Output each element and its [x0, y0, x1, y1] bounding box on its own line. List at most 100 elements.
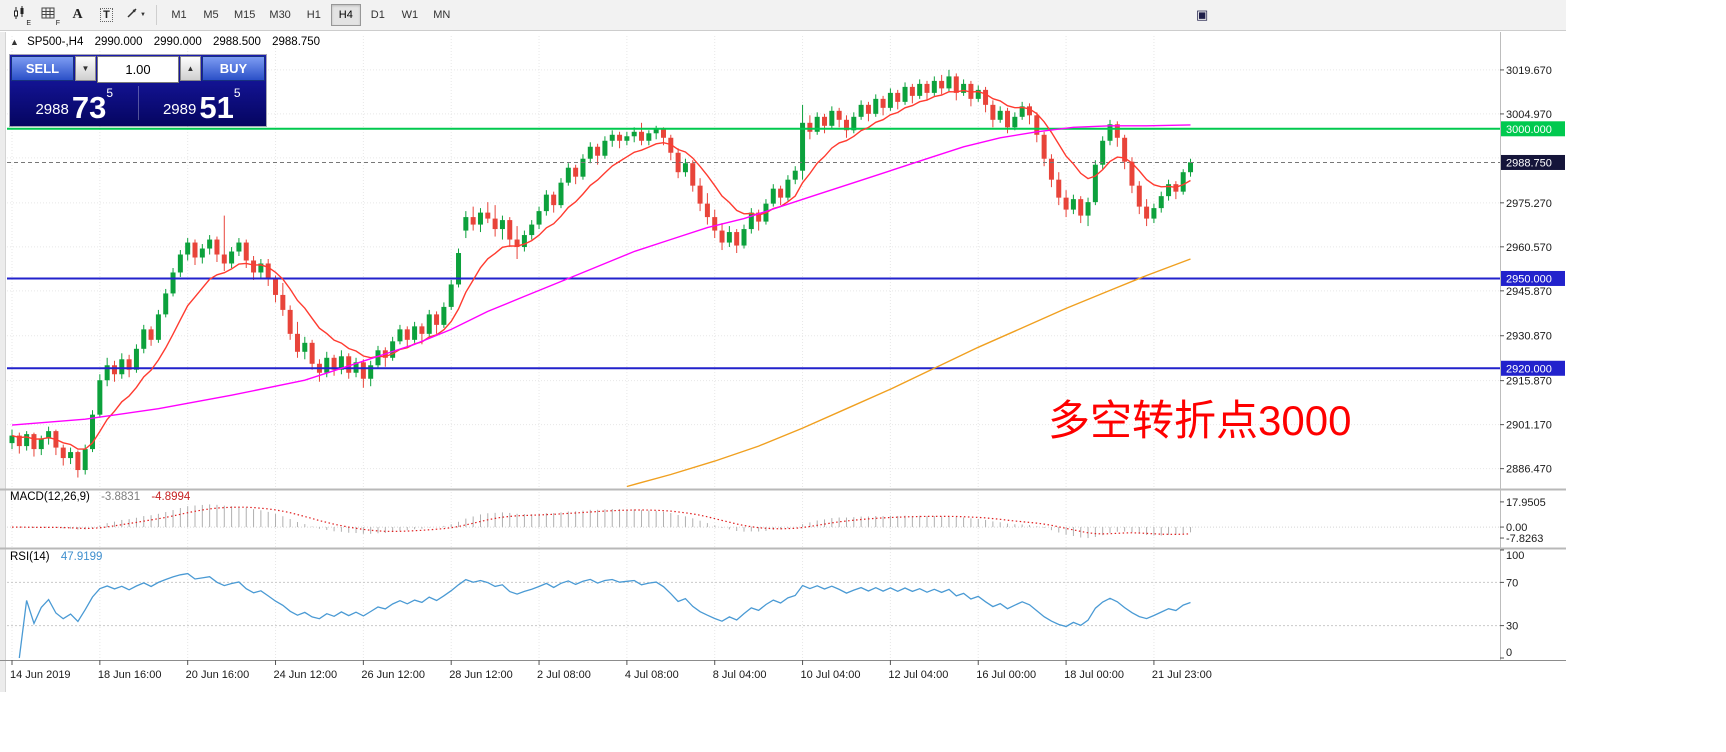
bid-frac-digit: 5 [106, 86, 114, 100]
svg-text:12 Jul 04:00: 12 Jul 04:00 [888, 669, 948, 681]
svg-text:4 Jul 08:00: 4 Jul 08:00 [625, 669, 679, 681]
svg-text:3004.970: 3004.970 [1506, 109, 1552, 121]
svg-text:17.9505: 17.9505 [1506, 497, 1546, 509]
ohlc-close: 2988.750 [272, 36, 321, 48]
candlestick-chart-tool-button[interactable]: E [6, 3, 33, 27]
timeframe-w1[interactable]: W1 [395, 4, 425, 26]
svg-text:0.00: 0.00 [1506, 522, 1527, 534]
chart-grid [7, 36, 1500, 659]
svg-text:-7.8263: -7.8263 [1506, 533, 1543, 545]
ask-frac-digit: 5 [233, 86, 241, 100]
one-click-trading-panel: SELL ▼ ▲ BUY 2988 73 5 2989 51 5 [10, 55, 266, 126]
text-box-tool-button[interactable]: T [93, 3, 120, 27]
svg-text:18 Jul 00:00: 18 Jul 00:00 [1064, 669, 1124, 681]
svg-text:2886.470: 2886.470 [1506, 464, 1552, 476]
ohlc-high: 2990.000 [153, 36, 202, 48]
grid-tool-button[interactable]: F [35, 3, 62, 27]
svg-text:20 Jun 16:00: 20 Jun 16:00 [186, 669, 250, 681]
svg-text:100: 100 [1506, 550, 1524, 562]
icon-sub-label-f: F [55, 20, 60, 27]
price-divider [137, 86, 139, 120]
volume-up-button[interactable]: ▲ [180, 56, 201, 81]
chart-ohlc-header: ▲ SP500-,H4 2990.000 2990.000 2988.500 2… [10, 36, 320, 48]
volume-input[interactable] [97, 56, 179, 83]
timeframe-h1[interactable]: H1 [299, 4, 329, 26]
ohlc-open: 2990.000 [94, 36, 143, 48]
timeframe-m1[interactable]: M1 [164, 4, 194, 26]
horizontal-line-objects[interactable] [7, 127, 1500, 370]
moving-averages [11, 89, 1191, 488]
svg-text:0: 0 [1506, 647, 1512, 659]
timeframe-d1[interactable]: D1 [363, 4, 393, 26]
candlestick-chart-icon [12, 5, 28, 26]
svg-text:2930.870: 2930.870 [1506, 331, 1552, 343]
svg-text:30: 30 [1506, 621, 1518, 633]
svg-text:2988.750: 2988.750 [1506, 157, 1552, 169]
svg-text:2975.270: 2975.270 [1506, 198, 1552, 210]
macd-panel [7, 504, 1500, 539]
svg-text:2901.170: 2901.170 [1506, 420, 1552, 432]
bid-main-digits: 2988 [35, 101, 69, 118]
chevron-down-icon: ▼ [140, 12, 146, 18]
price-axis[interactable]: 3019.670 3004.970 2975.270 2960.570 2945.870… [1500, 65, 1565, 659]
svg-text:2945.870: 2945.870 [1506, 286, 1552, 298]
sell-button[interactable]: SELL [11, 56, 74, 81]
macd-header: MACD(12,26,9) -3.8831 -4.8994 [10, 491, 190, 503]
svg-text:21 Jul 23:00: 21 Jul 23:00 [1152, 669, 1212, 681]
icon-sub-label-e: E [26, 20, 31, 27]
grid-icon [41, 6, 56, 25]
timeframe-h4[interactable]: H4 [330, 4, 361, 26]
trade-controls-row: SELL ▼ ▲ BUY [11, 56, 265, 83]
svg-text:2950.000: 2950.000 [1506, 273, 1552, 285]
timeframe-m30[interactable]: M30 [263, 4, 296, 26]
buy-button[interactable]: BUY [202, 56, 265, 81]
svg-text:16 Jul 00:00: 16 Jul 00:00 [976, 669, 1036, 681]
arrow-shapes-icon [125, 6, 139, 25]
svg-text:14 Jun 2019: 14 Jun 2019 [10, 669, 71, 681]
text-label-icon: A [72, 7, 83, 22]
text-label-tool-button[interactable]: A [64, 3, 91, 27]
bid-price: 2988 73 5 [11, 83, 138, 123]
chart-window-icon[interactable]: ▣ [1196, 7, 1209, 22]
svg-text:2 Jul 08:00: 2 Jul 08:00 [537, 669, 591, 681]
svg-text:26 Jun 12:00: 26 Jun 12:00 [361, 669, 425, 681]
rsi-value: 47.9199 [60, 551, 103, 563]
rsi-panel [7, 572, 1500, 659]
macd-signal-value: -4.8994 [151, 491, 191, 503]
symbol-period-label: SP500-,H4 [27, 36, 84, 48]
svg-text:2915.870: 2915.870 [1506, 376, 1552, 388]
chart-canvas[interactable]: 3019.670 3004.970 2975.270 2960.570 2945.870… [0, 32, 1566, 693]
trade-prices-row: 2988 73 5 2989 51 5 [11, 81, 265, 125]
candles [9, 69, 1194, 478]
svg-text:70: 70 [1506, 577, 1518, 589]
svg-text:3019.670: 3019.670 [1506, 65, 1552, 77]
time-axis[interactable]: 14 Jun 2019 18 Jun 16:00 20 Jun 16:00 24 Ju… [10, 660, 1212, 681]
rsi-name: RSI(14) [10, 551, 50, 563]
svg-text:2920.000: 2920.000 [1506, 363, 1552, 375]
panel-borders [0, 32, 1566, 661]
ask-main-digits: 2989 [162, 101, 197, 118]
macd-main-value: -3.8831 [101, 491, 141, 503]
window-left-border [0, 32, 6, 692]
toolbar-separator [156, 5, 157, 25]
svg-text:8 Jul 04:00: 8 Jul 04:00 [713, 669, 767, 681]
one-click-panel-toggle[interactable]: ▲ [10, 37, 19, 47]
timeframe-m5[interactable]: M5 [196, 4, 226, 26]
ask-price: 2989 51 5 [139, 83, 266, 123]
ask-pip-digits: 51 [199, 90, 234, 125]
volume-down-button[interactable]: ▼ [75, 56, 96, 81]
svg-text:24 Jun 12:00: 24 Jun 12:00 [274, 669, 338, 681]
shapes-tool-button[interactable]: ▼ [122, 3, 149, 27]
svg-text:18 Jun 16:00: 18 Jun 16:00 [98, 669, 162, 681]
macd-name: MACD(12,26,9) [10, 491, 90, 503]
chart-annotation-text[interactable]: 多空转折点3000 [1048, 397, 1352, 444]
ohlc-low: 2988.500 [212, 36, 261, 48]
timeframe-m15[interactable]: M15 [228, 4, 261, 26]
rsi-header: RSI(14) 47.9199 [10, 551, 102, 563]
bid-pip-digits: 73 [71, 90, 107, 125]
toolbar: E F A T [0, 0, 1566, 31]
timeframe-mn[interactable]: MN [427, 4, 457, 26]
svg-text:2960.570: 2960.570 [1506, 242, 1552, 254]
svg-text:10 Jul 04:00: 10 Jul 04:00 [801, 669, 861, 681]
